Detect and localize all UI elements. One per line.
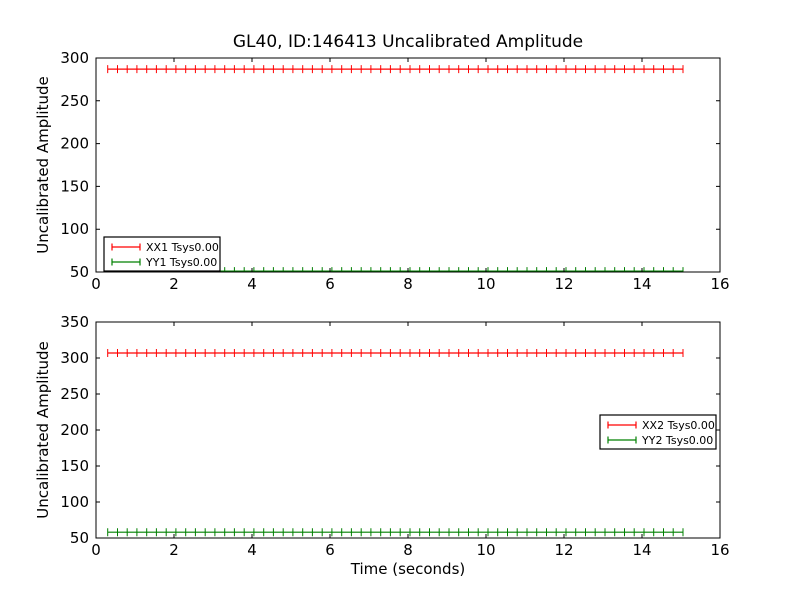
y-tick-label: 250 [60,385,89,403]
legend: XX2 Tsys0.00 YY2 Tsys0.00 [599,414,717,450]
y-tick-label: 150 [60,177,89,195]
legend-entry: YY1 Tsys0.00 [111,256,217,269]
legend-errorbar-icon [607,421,637,429]
legend-label: YY1 Tsys0.00 [145,256,217,269]
legend-errorbar-icon [111,243,141,251]
legend-errorbar-icon [607,436,637,444]
tick-marks [95,57,721,273]
x-tick-label: 0 [91,541,101,559]
series-markers-XX1 [107,65,684,74]
x-tick-label: 6 [325,541,335,559]
x-tick-label: 16 [710,541,729,559]
y-tick-label: 200 [60,421,89,439]
y-tick-label: 300 [60,349,89,367]
subplot-top: 0 2 4 6 8 10 12 14 16 50 100 150 200 250 300 GL40, ID:1… [34,32,730,293]
y-tick-label: 50 [70,529,89,547]
y-axis-label: Uncalibrated Amplitude [34,341,52,518]
x-tick-label: 12 [554,275,573,293]
legend-box [103,236,221,272]
x-tick-label: 6 [325,275,335,293]
y-tick-label: 250 [60,92,89,110]
x-tick-label: 14 [632,541,651,559]
x-tick-label: 16 [710,275,729,293]
x-tick-label: 10 [476,541,495,559]
x-tick-label: 8 [403,541,413,559]
y-axis-label: Uncalibrated Amplitude [34,76,52,253]
y-tick-label: 150 [60,457,89,475]
legend: XX1 Tsys0.00 YY1 Tsys0.00 [103,236,221,272]
x-tick-label: 10 [476,275,495,293]
legend-entry: YY2 Tsys0.00 [607,434,713,447]
y-tick-label: 350 [60,313,89,331]
series-layer [107,349,684,537]
legend-label: XX1 Tsys0.00 [146,241,219,254]
series-markers-XX2 [107,349,684,357]
y-tick-label: 100 [60,493,89,511]
x-axis-label: Time (seconds) [350,560,466,578]
subplot-bottom: 0 2 4 6 8 10 12 14 16 50 100 150 200 250 300 350 Time (s… [34,313,730,578]
x-tick-label: 12 [554,541,573,559]
y-tick-label: 300 [60,49,89,67]
legend-label: YY2 Tsys0.00 [641,434,713,447]
y-tick-label: 200 [60,135,89,153]
legend-label: XX2 Tsys0.00 [642,419,715,432]
legend-entry: XX2 Tsys0.00 [607,419,715,432]
series-markers-YY2 [107,528,684,537]
x-tick-label: 8 [403,275,413,293]
chart-title: GL40, ID:146413 Uncalibrated Amplitude [233,32,583,52]
legend-box [599,414,717,450]
x-tick-label: 2 [169,541,179,559]
x-tick-label: 14 [632,275,651,293]
x-tick-label: 0 [91,275,101,293]
y-tick-label: 50 [70,263,89,281]
legend-errorbar-icon [111,258,141,266]
x-tick-label: 4 [247,541,257,559]
x-tick-label: 4 [247,275,257,293]
legend-entry: XX1 Tsys0.00 [111,241,219,254]
tick-marks [95,321,721,539]
x-tick-label: 2 [169,275,179,293]
y-tick-label: 100 [60,220,89,238]
